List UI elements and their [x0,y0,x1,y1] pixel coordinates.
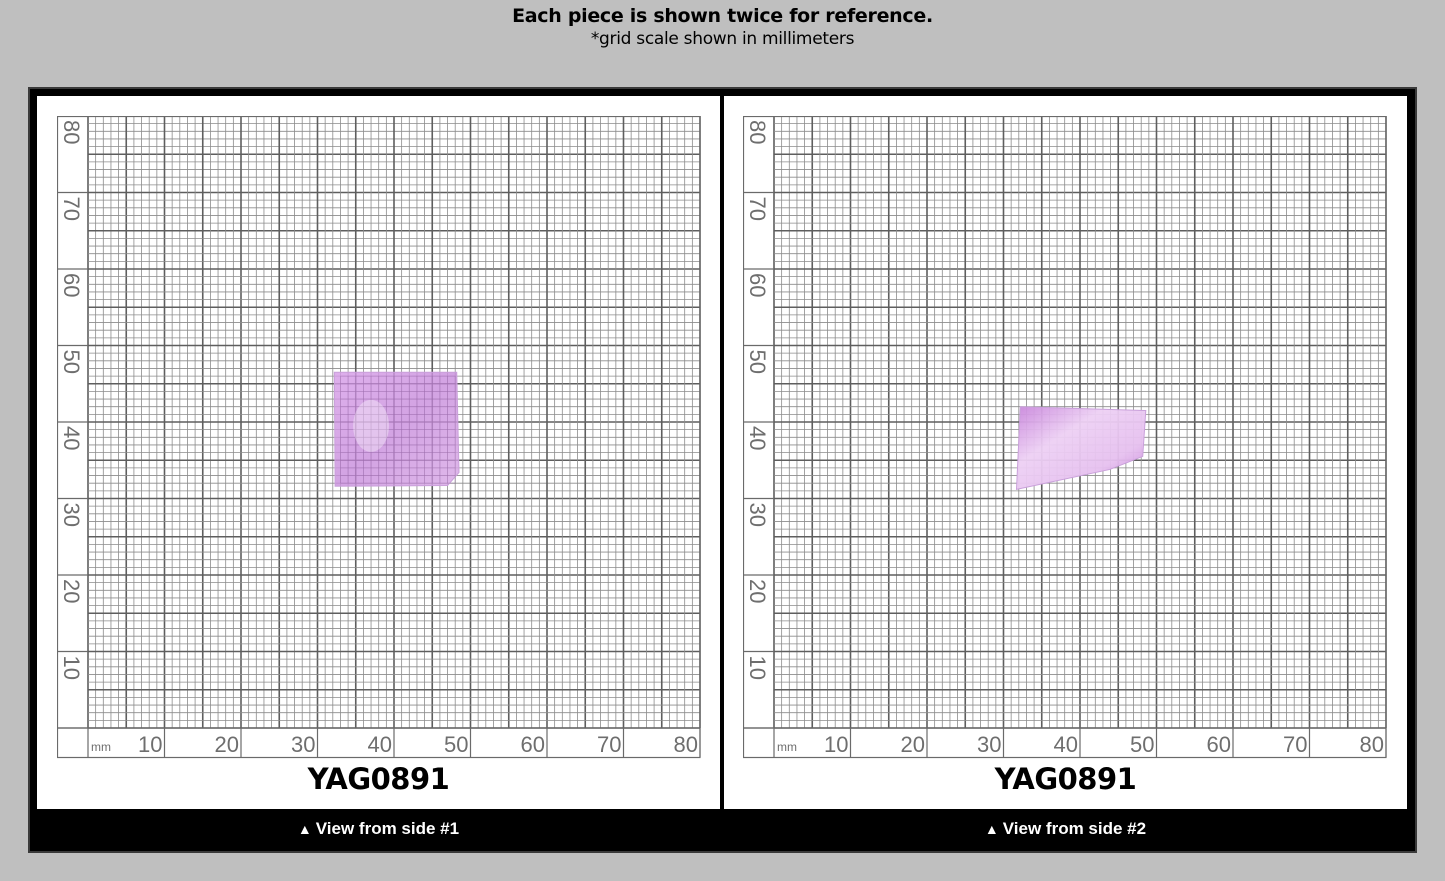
sample-id-label: YAG0891 [307,762,450,796]
y-tick-label: 80 [745,120,770,144]
graph-paper-grid: 80 70 60 50 40 30 20 10 10 20 30 40 50 60 70 80 mm [56,115,701,759]
x-tick-label: 60 [1207,732,1231,757]
page-title: Each piece is shown twice for reference. [512,5,933,27]
unit-label: mm [91,740,111,754]
caption-side-1: ▲ View from side #1 [37,810,720,848]
y-tick-label: 10 [59,656,84,680]
sample-id-label: YAG0891 [994,762,1137,796]
y-tick-label: 10 [745,656,770,680]
triangle-up-icon: ▲ [297,821,312,837]
y-tick-label: 50 [59,350,84,374]
x-tick-label: 30 [977,732,1001,757]
x-tick-label: 80 [674,732,698,757]
panel-side-1: 80 70 60 50 40 30 20 10 10 20 30 40 50 60 70 80 mm YAG08… [37,96,720,809]
y-tick-label: 70 [59,197,84,221]
y-tick-label: 40 [745,426,770,450]
x-tick-label: 40 [368,732,392,757]
caption-side-2: ▲ View from side #2 [724,810,1407,848]
x-tick-label: 10 [138,732,162,757]
caption-text: View from side #1 [315,819,460,838]
x-tick-label: 20 [215,732,239,757]
y-tick-label: 30 [745,503,770,527]
x-tick-label: 80 [1360,732,1384,757]
caption-text: View from side #2 [1002,819,1147,838]
x-tick-label: 70 [597,732,621,757]
page-header: Each piece is shown twice for reference.… [0,4,1445,50]
x-tick-label: 20 [901,732,925,757]
page-subtitle: *grid scale shown in millimeters [590,29,855,49]
y-tick-label: 60 [59,273,84,297]
x-tick-label: 10 [824,732,848,757]
graph-paper-grid: 80 70 60 50 40 30 20 10 10 20 30 40 50 60 70 80 mm [742,115,1387,759]
y-tick-label: 50 [745,350,770,374]
image-frame: 80 70 60 50 40 30 20 10 10 20 30 40 50 60 70 80 mm YAG08… [28,87,1417,853]
y-tick-label: 20 [59,579,84,603]
y-tick-label: 60 [745,273,770,297]
x-tick-label: 50 [444,732,468,757]
crystal-specimen [333,371,460,487]
y-tick-label: 40 [59,426,84,450]
x-tick-label: 50 [1130,732,1154,757]
unit-label: mm [777,740,797,754]
y-tick-label: 80 [59,120,84,144]
graph-paper: 80 70 60 50 40 30 20 10 10 20 30 40 50 60 70 80 mm [56,115,702,761]
x-tick-label: 70 [1283,732,1307,757]
triangle-up-icon: ▲ [984,821,999,837]
y-tick-label: 20 [745,579,770,603]
x-tick-label: 30 [291,732,315,757]
graph-paper: 80 70 60 50 40 30 20 10 10 20 30 40 50 60 70 80 mm [742,115,1388,761]
x-tick-label: 60 [521,732,545,757]
crystal-specimen [1015,406,1147,490]
x-tick-label: 40 [1054,732,1078,757]
y-tick-label: 70 [745,197,770,221]
y-tick-label: 30 [59,503,84,527]
panel-side-2: 80 70 60 50 40 30 20 10 10 20 30 40 50 60 70 80 mm YAG08… [724,96,1407,809]
